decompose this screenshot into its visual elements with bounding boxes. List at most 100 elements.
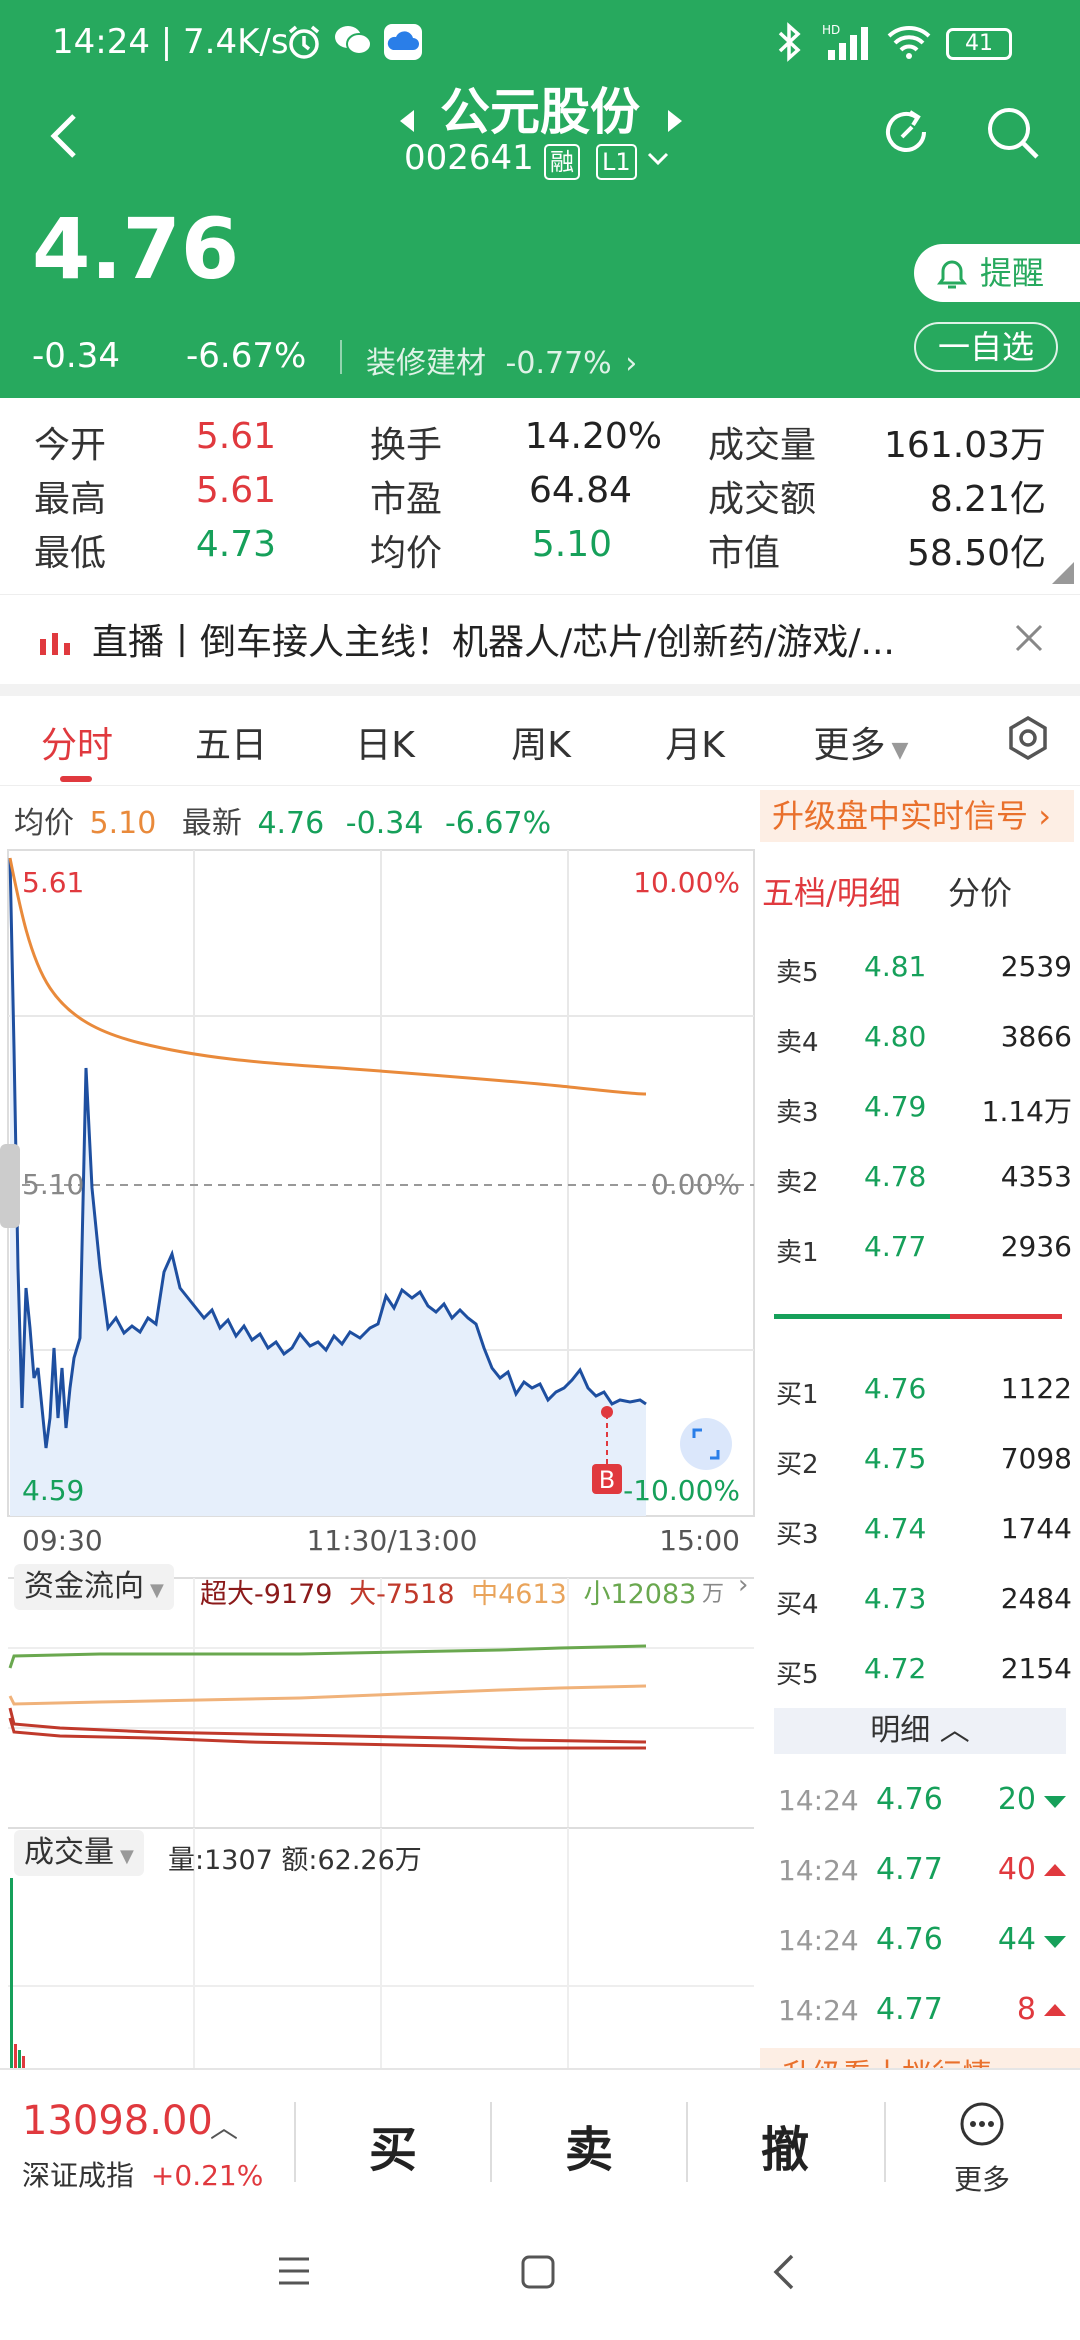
buy-button[interactable]: 买 <box>368 2122 417 2178</box>
ask-strength-bar <box>950 1314 1062 1319</box>
tab-more[interactable]: 更多 ▼ <box>813 725 909 766</box>
ask-price: 4.79 <box>864 1090 927 1123</box>
latest-pct: -6.67% <box>444 806 552 841</box>
index-info[interactable]: 深证成指 +0.21% <box>22 2154 263 2194</box>
upgrade-ten-button[interactable]: 升级看十档行情 <box>760 2048 1080 2068</box>
caret-down-icon: ▼ <box>120 1846 134 1867</box>
chevron-up-icon[interactable]: ︿ <box>210 2111 239 2144</box>
stat-value: 64.84 <box>528 470 632 511</box>
money-flow-legend: 超大-9179 大-7518 中4613 小12083 <box>200 1572 696 1611</box>
up-arrow-icon <box>1044 2004 1066 2016</box>
current-price: 4.76 <box>32 200 240 298</box>
more-icon[interactable] <box>958 2100 1006 2148</box>
avg-label: 均价 <box>14 806 74 841</box>
detail-toggle[interactable]: 明细 ︿ <box>774 1708 1066 1754</box>
money-flow-selector[interactable]: 资金流向 ▼ <box>14 1564 174 1610</box>
stat-label: 最低 <box>34 533 107 574</box>
flow-unit: 万 <box>702 1582 725 1607</box>
search-icon[interactable] <box>984 104 1042 162</box>
index-name: 深证成指 <box>22 2159 135 2192</box>
tab-five-day[interactable]: 五日 <box>194 725 267 766</box>
stat-value: 58.50亿 <box>906 533 1046 574</box>
flow-large-line <box>8 1707 647 1744</box>
stock-code: 002641 <box>404 138 534 178</box>
tick-price: 4.77 <box>876 1992 943 2027</box>
flow-small-value: 12083 <box>610 1579 697 1610</box>
flow-mid-label: 中 <box>471 1579 499 1610</box>
sector-link[interactable]: 装修建材 -0.77% › <box>366 338 637 382</box>
stat-label: 市盈 <box>370 479 443 520</box>
tab-intraday[interactable]: 分时 <box>40 725 113 766</box>
tab-price-dist[interactable]: 分价 <box>947 874 1012 912</box>
ask-price: 4.81 <box>864 950 927 983</box>
menu-icon[interactable] <box>276 2254 312 2288</box>
svg-text:HD: HD <box>822 23 840 37</box>
stock-header: 14:24 | 7.4K/s HD 41 公元股份 002641 <box>0 0 1080 398</box>
volume-bar <box>14 2044 17 2068</box>
chevron-down-icon[interactable] <box>646 150 670 168</box>
time-mid: 11:30/13:00 <box>307 1524 478 1557</box>
ask-label: 卖1 <box>776 1238 819 1268</box>
index-pct: +0.21% <box>150 2159 264 2192</box>
add-watchlist-button[interactable]: 一自选 <box>914 322 1058 372</box>
intraday-chart[interactable]: B 5.61 10.00% 5.10 0.00% 4.59 -10.00% 09… <box>0 848 760 2068</box>
bid-label: 买2 <box>776 1450 819 1480</box>
stat-value: 14.20% <box>524 416 662 457</box>
divider <box>686 2102 688 2182</box>
tick-price: 4.76 <box>876 1922 943 1957</box>
tab-weekly-k[interactable]: 周K <box>511 725 571 766</box>
status-time-speed: 14:24 | 7.4K/s <box>52 22 289 62</box>
bid-volume: 1122 <box>1000 1372 1072 1405</box>
upgrade-signal-button[interactable]: 升级盘中实时信号 › <box>760 790 1074 842</box>
expand-corner-icon[interactable] <box>1052 562 1074 584</box>
bid-price: 4.74 <box>864 1512 927 1545</box>
tab-monthly-k[interactable]: 月K <box>665 725 725 766</box>
prev-stock-icon[interactable] <box>396 108 418 134</box>
chevron-up-icon: ︿ <box>939 1713 970 1748</box>
more-label[interactable]: 更多 <box>953 2163 1010 2196</box>
live-bars-icon <box>38 625 72 657</box>
index-value[interactable]: 13098.00 <box>22 2098 213 2144</box>
bid-price: 4.73 <box>864 1582 927 1615</box>
nav-back-icon[interactable] <box>770 2252 800 2292</box>
volume-selector[interactable]: 成交量 ▼ <box>14 1830 144 1876</box>
sell-button[interactable]: 卖 <box>564 2122 613 2178</box>
chevron-right-icon[interactable]: › <box>738 1570 749 1600</box>
trade-bar: 13098.00 ︿ 深证成指 +0.21% 买 卖 撤 更多 <box>0 2068 1080 2210</box>
tick-time: 14:24 <box>778 1924 859 1957</box>
stat-value: 161.03万 <box>884 425 1046 466</box>
tab-order-book[interactable]: 五档/明细 <box>762 874 901 912</box>
volume-bar <box>22 2056 25 2068</box>
ask-volume: 2539 <box>1000 950 1072 983</box>
flow-super-value: -9179 <box>254 1579 333 1610</box>
flow-large-value: -7518 <box>376 1579 455 1610</box>
share-icon[interactable] <box>880 104 936 160</box>
price-line <box>8 857 647 1449</box>
tick-volume: 20 <box>997 1782 1036 1817</box>
cancel-order-button[interactable]: 撤 <box>760 2122 809 2178</box>
chart-mid-label: 5.10 <box>22 1168 84 1201</box>
back-button[interactable] <box>44 108 88 164</box>
bid-label: 买5 <box>776 1660 819 1690</box>
stats-grid: 今开 5.61 换手 14.20% 成交量 161.03万 最高 5.61 市盈… <box>0 398 1080 594</box>
price-change-pct: -6.67% <box>186 336 307 376</box>
time-end: 15:00 <box>659 1524 740 1557</box>
system-nav-bar <box>0 2210 1080 2340</box>
close-icon[interactable] <box>1012 621 1046 655</box>
stat-label: 换手 <box>370 425 443 466</box>
sector-name: 装修建材 <box>366 346 486 381</box>
latest-label: 最新 <box>181 806 242 841</box>
ask-volume: 4353 <box>1000 1160 1072 1193</box>
next-stock-icon[interactable] <box>664 108 686 134</box>
settings-icon[interactable] <box>1006 714 1050 764</box>
ask-volume: 2936 <box>1000 1230 1072 1263</box>
stat-value: 4.73 <box>195 524 276 565</box>
home-icon[interactable] <box>520 2254 556 2290</box>
news-banner[interactable]: 直播丨倒车接人主线！机器人/芯片/创新药/游戏/... <box>0 594 1080 684</box>
margin-badge: 融 <box>544 144 580 180</box>
bell-icon <box>934 256 970 292</box>
sector-pct: -0.77% <box>505 346 612 381</box>
tick-volume: 8 <box>1016 1992 1036 2027</box>
tab-daily-k[interactable]: 日K <box>355 725 415 766</box>
stat-value: 5.61 <box>195 470 276 511</box>
